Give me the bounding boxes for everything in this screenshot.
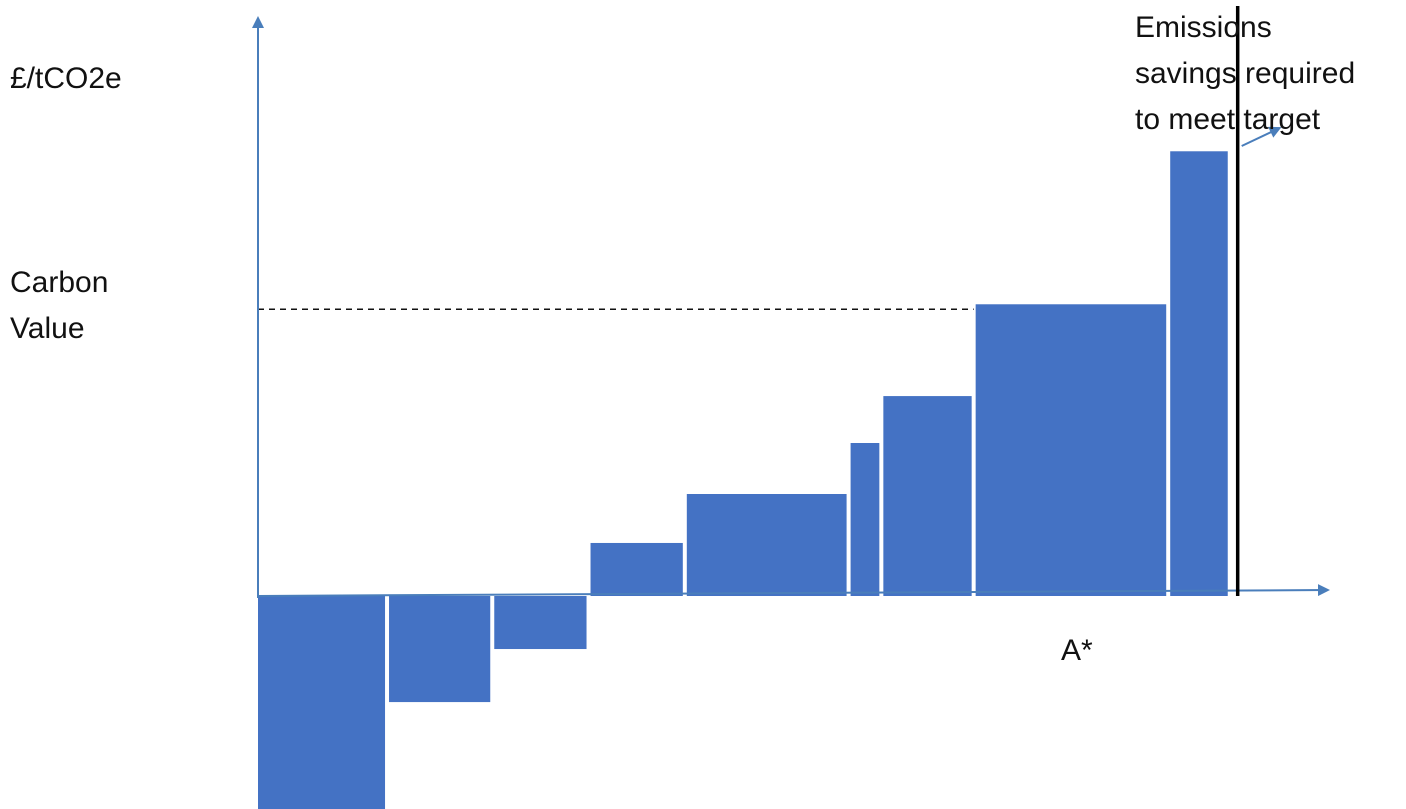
target-arrow-icon bbox=[1241, 126, 1282, 147]
y-axis-label: £/tCO2e bbox=[10, 62, 122, 95]
x-axis bbox=[257, 584, 1330, 597]
target-annotation-line-2: savings required bbox=[1135, 57, 1356, 90]
target-annotation-line-3: to meet target bbox=[1135, 103, 1321, 136]
target-marker-label: A* bbox=[1061, 634, 1093, 667]
abatement-bar-3 bbox=[494, 596, 587, 650]
abatement-bar-1 bbox=[258, 596, 386, 809]
abatement-bar-6 bbox=[850, 443, 880, 596]
carbon-value-label-line-1: Carbon bbox=[10, 266, 109, 299]
target-annotation: Emissions savings required to meet targe… bbox=[1135, 5, 1355, 143]
carbon-value-label-line-2: Value bbox=[10, 312, 85, 345]
abatement-bar-4 bbox=[590, 542, 683, 596]
abatement-bar-5 bbox=[686, 494, 847, 596]
carbon-value-label: Carbon Value bbox=[10, 260, 108, 352]
abatement-bar-2 bbox=[389, 596, 491, 703]
target-annotation-line-1: Emissions bbox=[1135, 11, 1272, 44]
abatement-bar-8 bbox=[975, 304, 1167, 596]
abatement-bar-9 bbox=[1170, 151, 1228, 596]
abatement-bar-7 bbox=[883, 396, 972, 596]
bars-group bbox=[258, 151, 1228, 809]
